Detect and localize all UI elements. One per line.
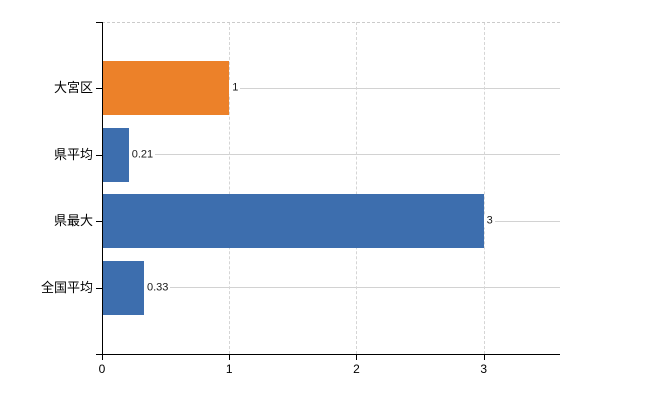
- bar: [102, 127, 129, 182]
- gridline-horizontal: [102, 87, 560, 89]
- bar-value-label: 1: [229, 81, 241, 95]
- y-axis-tick: [96, 88, 102, 90]
- bar-value-label: 0.21: [128, 148, 156, 162]
- y-axis-tick: [96, 221, 102, 223]
- bar: [102, 194, 484, 249]
- x-tick-label: 0: [98, 362, 106, 376]
- y-axis-tick: [96, 154, 102, 156]
- gridline-horizontal: [102, 287, 560, 289]
- bar: [102, 61, 230, 116]
- gridline-vertical: [483, 22, 485, 354]
- y-axis-tick: [96, 22, 102, 23]
- x-axis-tick: [356, 354, 358, 360]
- bar-value-label: 3: [483, 214, 495, 228]
- category-label: 全国平均: [40, 279, 93, 295]
- category-label: 県最大: [53, 213, 93, 229]
- y-axis-tick: [96, 354, 102, 355]
- x-axis-tick: [483, 354, 485, 360]
- x-axis-tick: [229, 354, 231, 360]
- plot-top-border: [102, 22, 560, 23]
- bar: [102, 260, 144, 315]
- x-tick-label: 3: [480, 362, 487, 376]
- y-axis-tick: [96, 287, 102, 289]
- x-axis: [102, 354, 560, 355]
- gridline-horizontal: [102, 154, 560, 156]
- gridline-vertical: [229, 22, 231, 354]
- x-tick-label: 2: [353, 362, 360, 376]
- category-label: 県平均: [53, 146, 93, 162]
- x-axis-tick: [102, 354, 103, 360]
- category-label: 大宮区: [53, 80, 93, 96]
- gridline-vertical: [356, 22, 358, 354]
- y-axis: [102, 22, 103, 354]
- bar-value-label: 0.33: [143, 281, 171, 295]
- x-tick-label: 1: [225, 362, 233, 376]
